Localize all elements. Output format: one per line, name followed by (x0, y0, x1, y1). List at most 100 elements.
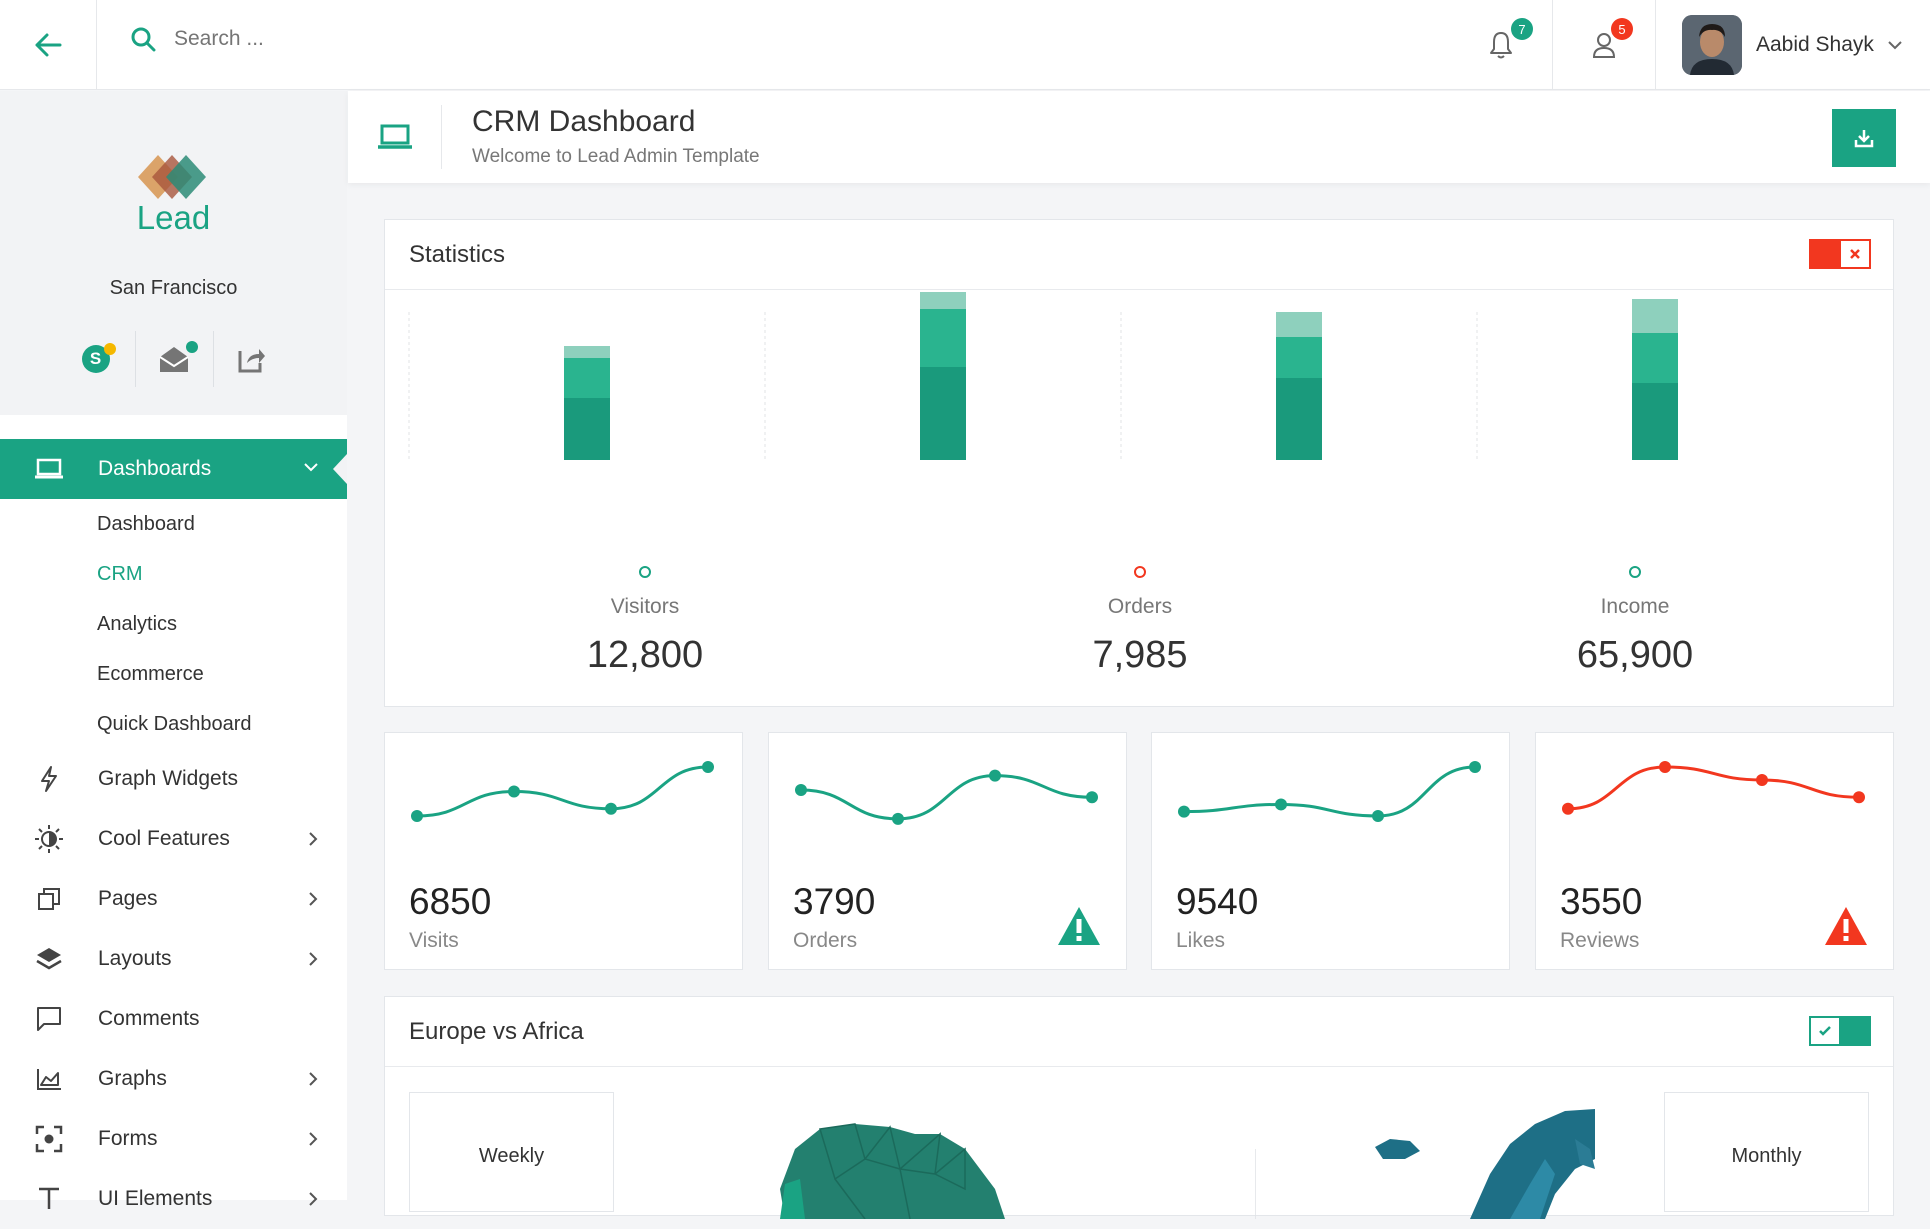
chevron-down-icon (304, 463, 318, 472)
sparkline-point (892, 812, 904, 825)
sparkline-point (702, 761, 714, 773)
metric-label: Orders (1107, 595, 1173, 618)
stat-bar-segment (1632, 383, 1678, 460)
chevron-right-icon (309, 1132, 318, 1146)
nav-dashboards-label: Dashboards (98, 457, 212, 480)
sparkline-point (1372, 809, 1384, 822)
comment-icon (34, 1005, 64, 1033)
laptop-icon (348, 105, 442, 169)
nav-forms-label: Forms (98, 1127, 158, 1150)
nav-layouts[interactable]: Layouts (0, 929, 347, 989)
kpi-value: 9540 (1176, 881, 1259, 922)
stat-bar-segment (1632, 299, 1678, 333)
location-label: San Francisco (109, 277, 238, 299)
nav-sub-quick-dashboard[interactable]: Quick Dashboard (97, 712, 252, 735)
share-button[interactable] (212, 331, 291, 387)
nav-ui-elements-label: UI Elements (98, 1187, 213, 1210)
search-icon[interactable] (130, 26, 156, 52)
page-subtitle: Welcome to Lead Admin Template (472, 146, 760, 167)
nav-ui-elements[interactable]: UI Elements (0, 1169, 347, 1229)
monthly-button[interactable]: Monthly (1664, 1092, 1869, 1212)
nav-cool-features[interactable]: Cool Features (0, 809, 347, 869)
kpi-label: Reviews (1560, 929, 1640, 952)
kpi-sparkline (411, 761, 714, 822)
metric-dot (1629, 566, 1641, 578)
mail-button[interactable] (134, 331, 213, 387)
nav-dashboards[interactable]: Dashboards (0, 439, 347, 499)
weekly-button[interactable]: Weekly (409, 1092, 614, 1212)
user-icon (1592, 33, 1616, 58)
sidebar: Lead San Francisco S Dashboards Dashboar… (0, 91, 347, 1210)
kpi-label: Visits (409, 929, 459, 952)
warning-icon (1058, 907, 1100, 945)
kpi-card: 3790 Orders (768, 732, 1127, 970)
download-icon (1854, 130, 1874, 148)
stat-bar-segment (1276, 378, 1322, 460)
avatar (1682, 15, 1742, 75)
sparkline-point (605, 802, 617, 815)
status-button[interactable]: S (57, 331, 135, 387)
metric-label: Income (1600, 595, 1670, 618)
lead-logo-icon (138, 155, 206, 199)
nav-pages[interactable]: Pages (0, 869, 347, 929)
nav-sub-crm[interactable]: CRM (97, 562, 143, 585)
download-button[interactable] (1832, 109, 1896, 167)
metric-dot (639, 566, 651, 578)
kpi-sparkline (795, 769, 1098, 825)
area-chart-icon (34, 1066, 64, 1092)
nav-pages-label: Pages (98, 887, 158, 910)
statistics-toggle[interactable] (1809, 239, 1871, 269)
warning-icon (1825, 907, 1867, 945)
sparkline-point (1178, 805, 1190, 818)
sparkline-path (1183, 765, 1476, 818)
map-toggle[interactable] (1809, 1016, 1871, 1046)
nav-comments-label: Comments (98, 1007, 200, 1030)
user-menu[interactable]: Aabid Shayk (1655, 0, 1930, 90)
active-notch (333, 454, 347, 484)
back-button[interactable] (0, 0, 97, 90)
page-title: CRM Dashboard (472, 105, 696, 138)
stat-bar-segment (920, 367, 966, 460)
statistics-header: Statistics (385, 220, 1893, 290)
nav-graph-widgets-label: Graph Widgets (98, 767, 239, 790)
nav-sub-ecommerce[interactable]: Ecommerce (97, 662, 204, 685)
metric-value: 12,800 (586, 634, 704, 676)
brand-name: Lead (136, 199, 211, 236)
layers-icon (34, 946, 64, 972)
nav-sub-dashboard[interactable]: Dashboard (97, 512, 195, 535)
sparkline-point (795, 784, 807, 797)
kpi-sparkline (1562, 761, 1865, 815)
stat-bar-segment (1276, 312, 1322, 337)
africa-map (780, 1123, 1005, 1219)
close-icon (1850, 249, 1860, 259)
search-input[interactable] (174, 27, 474, 51)
stat-bar-segment (920, 309, 966, 367)
notifications-badge: 7 (1511, 18, 1533, 40)
ui-elements-icon (34, 1185, 64, 1213)
chevron-right-icon (309, 1072, 318, 1086)
kpi-value: 3790 (793, 881, 876, 922)
stat-bar-segment (564, 346, 610, 358)
chevron-down-icon (1888, 41, 1902, 50)
nav-graphs-label: Graphs (98, 1067, 167, 1090)
sparkline-point (1659, 761, 1671, 773)
nav-forms[interactable]: Forms (0, 1109, 347, 1169)
metric-label: Visitors (610, 595, 680, 618)
notifications-button[interactable]: 7 (1449, 0, 1552, 90)
sparkline-point (1853, 791, 1865, 804)
metric-value: 7,985 (1092, 634, 1188, 676)
kpi-sparkline (1178, 761, 1481, 822)
nav-comments[interactable]: Comments (0, 989, 347, 1049)
nav-graph-widgets[interactable]: Graph Widgets (0, 749, 347, 809)
sparkline-point (1562, 802, 1574, 815)
sidebar-nav: Dashboards Dashboard CRM Analytics Ecomm… (0, 439, 347, 1229)
sparkline-point (1086, 791, 1098, 804)
users-button[interactable]: 5 (1552, 0, 1655, 90)
kpi-value: 3550 (1560, 881, 1643, 922)
bell-icon (1489, 32, 1512, 59)
mail-dot (185, 341, 198, 353)
user-name: Aabid Shayk (1756, 33, 1874, 56)
kpi-card: 6850 Visits (384, 732, 743, 970)
nav-sub-analytics[interactable]: Analytics (97, 612, 178, 635)
nav-graphs[interactable]: Graphs (0, 1049, 347, 1109)
